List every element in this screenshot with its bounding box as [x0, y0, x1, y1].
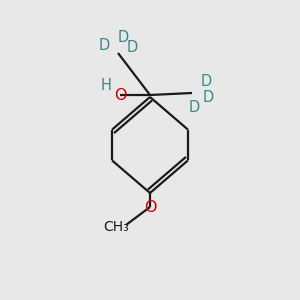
Text: H: H: [100, 79, 111, 94]
Text: O: O: [114, 88, 126, 103]
Text: D: D: [126, 40, 138, 56]
Text: O: O: [144, 200, 156, 215]
Text: CH₃: CH₃: [103, 220, 129, 234]
Text: D: D: [98, 38, 110, 52]
Text: D: D: [117, 29, 129, 44]
Text: D: D: [202, 89, 214, 104]
Text: D: D: [188, 100, 200, 116]
Text: D: D: [200, 74, 211, 88]
